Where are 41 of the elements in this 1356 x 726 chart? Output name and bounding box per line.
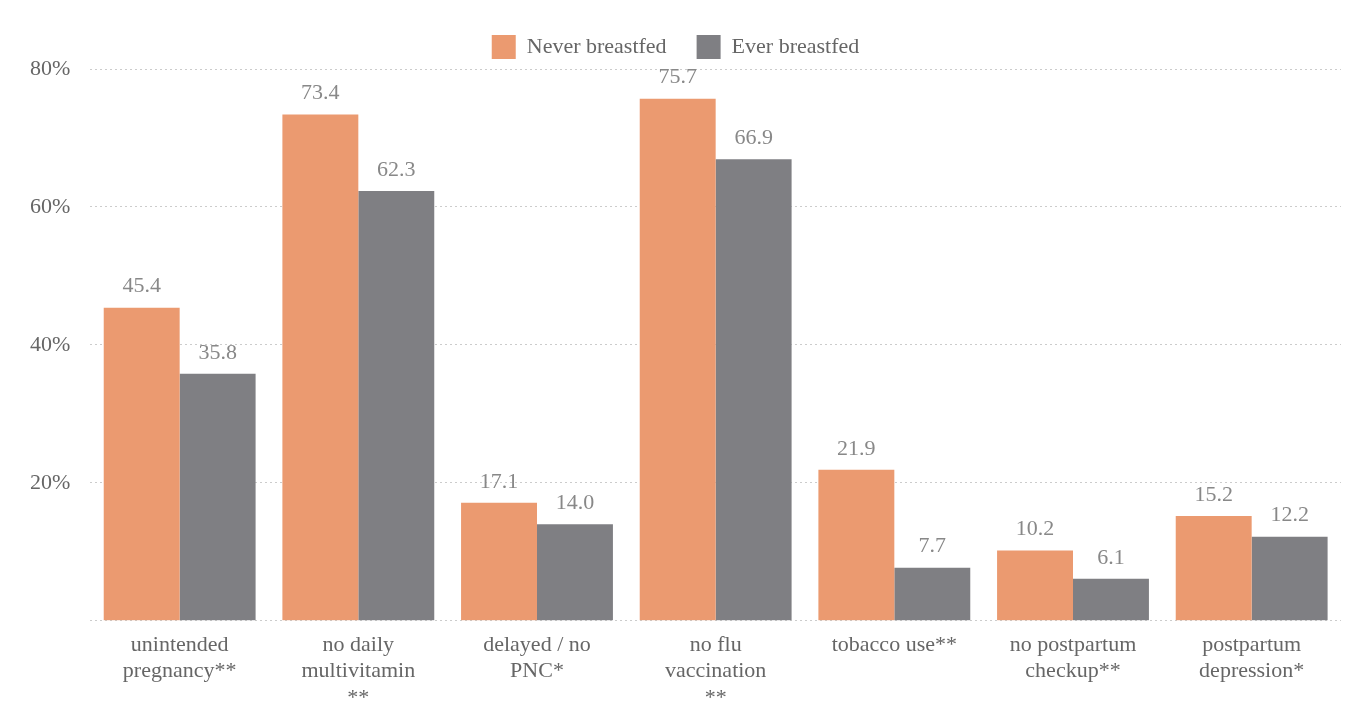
- data-label: 15.2: [1194, 480, 1233, 506]
- data-label: 45.4: [122, 272, 161, 298]
- data-label: 62.3: [377, 155, 416, 181]
- bar: [1073, 578, 1149, 621]
- data-label: 35.8: [198, 338, 237, 364]
- bar: [358, 191, 435, 621]
- x-tick-label: postpartum depression*: [1199, 630, 1305, 683]
- legend-label: Never breastfed: [526, 32, 667, 58]
- data-label: 7.7: [918, 532, 947, 558]
- bar: [997, 550, 1073, 621]
- bar: [103, 307, 180, 621]
- data-label: 6.1: [1097, 543, 1125, 569]
- data-label: 75.7: [658, 63, 697, 89]
- bar: [1251, 536, 1328, 621]
- data-label: 12.2: [1270, 501, 1309, 527]
- bar: [282, 114, 359, 621]
- bar: [818, 469, 895, 621]
- data-label: 14.0: [555, 489, 595, 515]
- x-tick-label: no daily multivitamin **: [301, 630, 416, 709]
- data-label: 66.9: [734, 124, 773, 150]
- y-tick-label: 80%: [30, 54, 71, 80]
- y-tick-label: 20%: [30, 468, 71, 494]
- data-label: 10.2: [1015, 515, 1055, 541]
- x-tick-label: unintended pregnancy**: [122, 630, 237, 683]
- bar: [894, 567, 971, 621]
- y-tick-label: 60%: [30, 192, 71, 218]
- bar: [715, 159, 792, 621]
- data-label: 17.1: [479, 467, 519, 493]
- x-tick-label: delayed / no PNC*: [483, 630, 591, 683]
- bar: [461, 502, 537, 621]
- legend-label: Ever breastfed: [731, 32, 860, 58]
- data-label: 21.9: [837, 434, 876, 460]
- x-tick-label: no flu vaccination **: [664, 630, 767, 709]
- y-tick-label: 40%: [30, 330, 71, 356]
- bar: [1175, 515, 1252, 621]
- x-tick-label: no postpartum checkup**: [1009, 630, 1137, 683]
- bar: [639, 98, 716, 621]
- bar: [179, 373, 256, 621]
- bar: [537, 524, 613, 621]
- x-tick-label: tobacco use**: [831, 630, 957, 656]
- data-label: 73.4: [301, 79, 340, 105]
